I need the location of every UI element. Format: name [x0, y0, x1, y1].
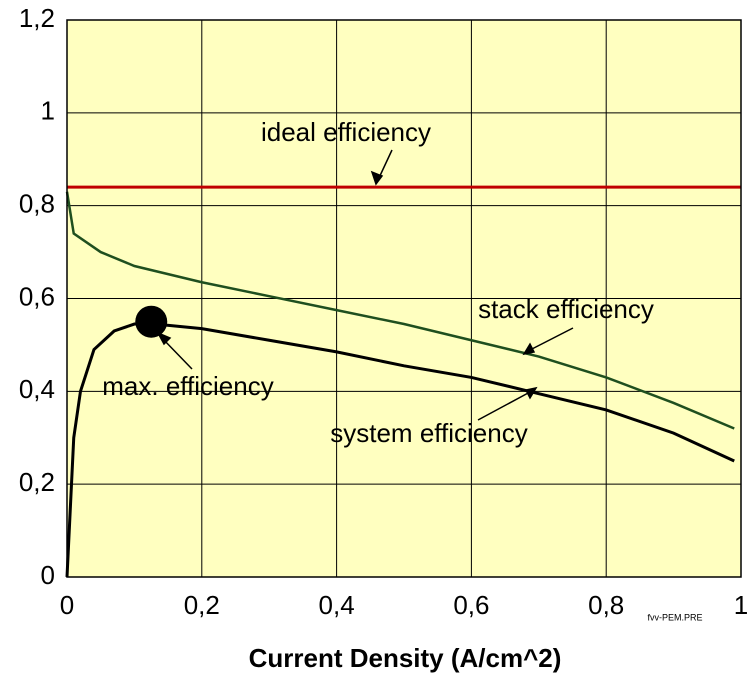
annotation: system efficiency	[330, 418, 527, 448]
x-tick-label: 0,4	[319, 590, 355, 620]
x-tick-label: 0,6	[453, 590, 489, 620]
x-tick-label: 0,8	[588, 590, 624, 620]
annotation: ideal efficiency	[261, 117, 431, 147]
y-tick-label: 0,4	[19, 374, 55, 404]
x-tick-label: 0,2	[184, 590, 220, 620]
series-line	[65, 191, 735, 430]
x-tick-label: 1	[734, 590, 748, 620]
y-tick-label: 0,2	[19, 467, 55, 497]
plot-frame	[66, 19, 742, 578]
x-axis-label: Current Density (A/cm^2)	[249, 643, 562, 673]
arrows	[156, 149, 574, 421]
y-tick-label: 1	[41, 96, 55, 126]
annotation: max. efficiency	[102, 371, 273, 401]
y-tick-label: 0	[41, 560, 55, 590]
y-tick-label: 1,2	[19, 3, 55, 33]
y-tick-label: 0,8	[19, 189, 55, 219]
footnote: fvv-PEM.PRE	[647, 612, 702, 622]
max-marker	[135, 305, 168, 338]
x-tick-label: 0	[60, 590, 74, 620]
y-tick-label: 0,6	[19, 281, 55, 311]
series-line	[65, 322, 735, 578]
annotation: stack efficiency	[478, 294, 654, 324]
